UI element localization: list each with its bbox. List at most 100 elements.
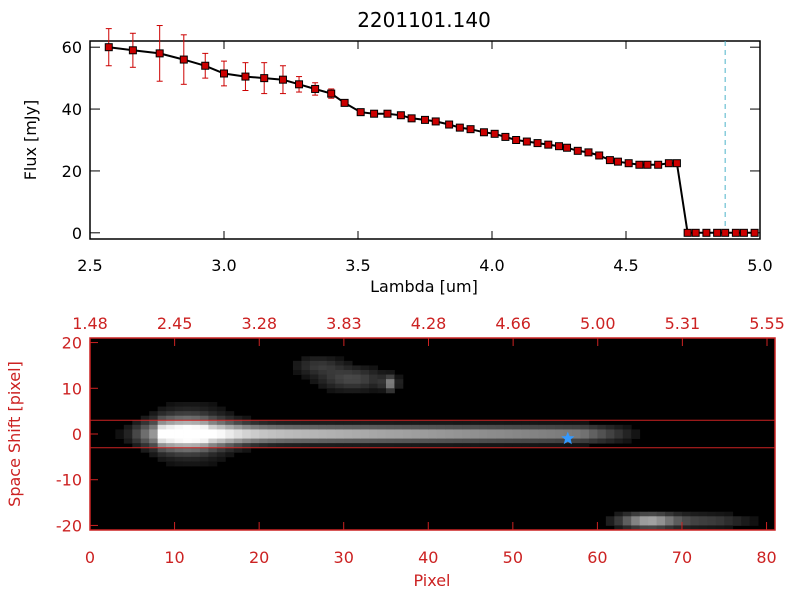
heatmap-cell [183,447,192,453]
heatmap-cell [183,420,192,426]
heatmap-cell [149,411,159,417]
data-point [455,123,464,132]
heatmap-cell [495,429,505,435]
heatmap-cell [512,438,522,444]
heatmap-cell [639,525,649,531]
heatmap-cell [174,452,184,458]
heatmap-cell [690,511,700,517]
heatmap-cell [673,516,683,522]
heatmap-cell [707,516,717,522]
heatmap-cell [149,424,159,430]
data-point [584,148,593,157]
heatmap-cell [216,415,226,421]
data-point [643,160,652,169]
x-tick-label: 0 [85,548,95,567]
heatmap-cell [326,443,336,449]
heatmap-cell [326,360,336,366]
heatmap-cell [174,402,184,407]
heatmap-cell [555,424,564,430]
heatmap-cell [419,438,429,444]
heatmap-cell [605,424,615,430]
heatmap-cell [199,452,209,458]
heatmap-cell [673,525,683,531]
heatmap-cell [225,411,235,417]
heatmap-cell [428,420,438,426]
heatmap-cell [166,447,175,453]
heatmap-cell [191,452,201,458]
heatmap-cell [495,438,505,444]
wavelength-tick-label: 3.83 [326,314,362,333]
heatmap-cell [123,434,133,439]
heatmap-cell [656,511,666,517]
heatmap-cell [233,424,243,430]
heatmap-cell [369,379,378,385]
heatmap-cell [453,424,463,430]
heatmap-cell [183,402,192,407]
data-point [356,108,365,117]
heatmap-cell [394,443,404,449]
heatmap-cell [225,420,235,426]
wavelength-tick-label: 5.31 [665,314,701,333]
heatmap-cell [233,434,243,439]
heatmap-cell [656,520,666,526]
heatmap-cell [191,456,201,462]
heatmap-cell [504,429,514,435]
x-tick-label: 80 [756,548,776,567]
heatmap-cell [326,383,336,389]
heatmap-cell [318,383,328,389]
heatmap-cell [318,438,328,444]
heatmap-cell [140,424,150,430]
heatmap-cell [343,424,353,430]
heatmap-cell [385,388,395,394]
heatmap-cell [419,443,429,449]
heatmap-cell [546,438,556,444]
heatmap-cell [462,438,471,444]
heatmap-cell [436,438,446,444]
heatmap-cell [208,411,218,417]
heatmap-cell [233,447,243,453]
heatmap-cell [149,443,159,449]
heatmap-cell [495,420,505,426]
heatmap-cell [309,356,319,362]
heatmap-cell [284,443,294,449]
heatmap-cell [335,360,345,366]
heatmap-cell [529,443,539,449]
heatmap-cell [436,443,446,449]
heatmap-cell [648,516,658,522]
heatmap-cell [656,516,666,522]
heatmap-cell [149,438,159,444]
heatmap-cell [470,434,480,439]
heatmap-cell [326,370,336,375]
heatmap-cell [360,388,370,394]
heatmap-cell [132,420,142,426]
data-point [260,74,269,83]
heatmap-cell [208,456,218,462]
heatmap-cell [572,438,581,444]
heatmap-cell [453,434,463,439]
heatmap-cell [191,443,201,449]
heatmap-cell [225,434,235,439]
heatmap-cell [479,443,488,449]
heatmap-cell [174,443,184,449]
heatmap-cell [208,402,218,407]
heatmap-cell [199,420,209,426]
y-tick-label: -10 [56,471,82,490]
heatmap-cell [521,424,531,430]
heatmap-cell [259,424,268,430]
heatmap-cell [538,424,548,430]
heatmap-cell [309,360,319,366]
heatmap-cell [208,424,218,430]
heatmap-cell [487,420,497,426]
heatmap-cell [276,429,285,435]
heatmap-cell [140,434,150,439]
heatmap-cell [597,429,607,435]
wavelength-tick-label: 4.66 [495,314,531,333]
heatmap-cell [580,420,590,426]
heatmap-cell [191,406,201,412]
data-point [702,228,711,237]
heatmap-cell [149,415,159,421]
data-point [750,228,759,237]
heatmap-cell [394,424,404,430]
heatmap-cell [309,434,319,439]
